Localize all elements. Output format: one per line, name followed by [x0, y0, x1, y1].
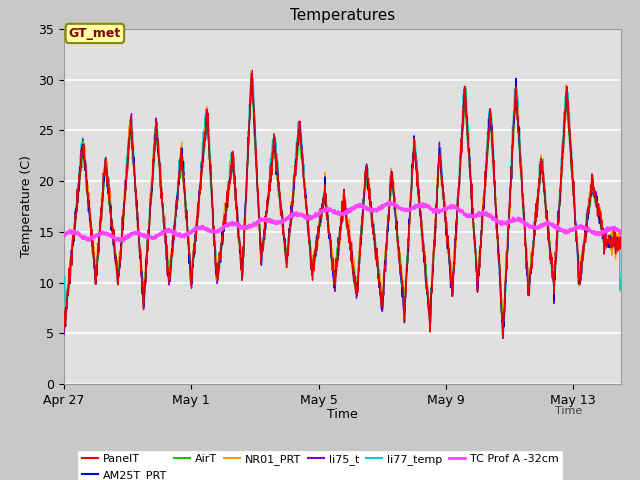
li75_t: [617, 237, 625, 243]
li77_temp: [291, 173, 298, 179]
AM25T_PRT: [248, 71, 255, 76]
AirT: [92, 274, 100, 279]
TC Prof A -32cm: [617, 229, 625, 235]
TC Prof A -32cm: [179, 232, 187, 238]
AM25T_PRT: [92, 278, 100, 284]
AM25T_PRT: [499, 335, 507, 340]
PanelT: [291, 171, 298, 177]
li75_t: [499, 336, 507, 341]
Line: li77_temp: li77_temp: [64, 79, 621, 320]
NR01_PRT: [287, 218, 295, 224]
Text: Time: Time: [555, 406, 582, 416]
li77_temp: [60, 277, 68, 283]
li75_t: [179, 161, 187, 167]
TC Prof A -32cm: [116, 238, 124, 244]
li77_temp: [269, 136, 276, 142]
li75_t: [60, 332, 68, 337]
Legend: PanelT, AM25T_PRT, AirT, NR01_PRT, li75_t, li77_temp, TC Prof A -32cm: PanelT, AM25T_PRT, AirT, NR01_PRT, li75_…: [77, 450, 563, 480]
AirT: [179, 168, 187, 173]
NR01_PRT: [269, 146, 276, 152]
NR01_PRT: [92, 268, 100, 274]
PanelT: [269, 156, 276, 162]
PanelT: [248, 71, 256, 77]
PanelT: [179, 167, 187, 173]
PanelT: [92, 281, 100, 287]
li77_temp: [249, 76, 257, 82]
li75_t: [291, 179, 298, 184]
PanelT: [617, 233, 625, 239]
Text: GT_met: GT_met: [68, 27, 121, 40]
PanelT: [287, 212, 295, 218]
PanelT: [499, 336, 507, 341]
li77_temp: [287, 208, 295, 214]
AM25T_PRT: [617, 240, 625, 245]
Title: Temperatures: Temperatures: [290, 9, 395, 24]
AirT: [248, 85, 255, 91]
TC Prof A -32cm: [441, 206, 449, 212]
PanelT: [440, 200, 448, 206]
Line: NR01_PRT: NR01_PRT: [64, 71, 621, 326]
NR01_PRT: [179, 163, 187, 169]
AirT: [291, 182, 298, 188]
AirT: [287, 212, 295, 218]
li77_temp: [440, 195, 448, 201]
Line: AM25T_PRT: AM25T_PRT: [64, 73, 621, 337]
Line: AirT: AirT: [64, 88, 621, 325]
PanelT: [60, 322, 68, 327]
NR01_PRT: [617, 235, 625, 240]
AirT: [499, 322, 507, 328]
AM25T_PRT: [291, 177, 298, 182]
li75_t: [92, 279, 100, 285]
Line: li75_t: li75_t: [64, 71, 621, 338]
Y-axis label: Temperature (C): Temperature (C): [20, 156, 33, 257]
li77_temp: [617, 276, 625, 282]
li75_t: [440, 199, 448, 204]
TC Prof A -32cm: [287, 213, 295, 218]
TC Prof A -32cm: [60, 232, 68, 238]
AM25T_PRT: [287, 213, 295, 218]
TC Prof A -32cm: [92, 233, 100, 239]
AM25T_PRT: [269, 149, 276, 155]
TC Prof A -32cm: [269, 218, 276, 224]
TC Prof A -32cm: [291, 212, 298, 218]
AirT: [617, 243, 625, 249]
AirT: [60, 322, 68, 328]
NR01_PRT: [440, 199, 448, 204]
li77_temp: [179, 155, 187, 160]
NR01_PRT: [291, 178, 298, 184]
X-axis label: Time: Time: [327, 408, 358, 421]
NR01_PRT: [248, 68, 255, 73]
NR01_PRT: [60, 316, 68, 322]
Line: TC Prof A -32cm: TC Prof A -32cm: [64, 202, 621, 241]
Line: PanelT: PanelT: [64, 74, 621, 338]
li75_t: [248, 68, 256, 73]
AM25T_PRT: [60, 324, 68, 330]
TC Prof A -32cm: [387, 199, 394, 205]
AM25T_PRT: [440, 204, 448, 209]
AirT: [269, 156, 276, 161]
li77_temp: [92, 268, 100, 274]
AirT: [440, 206, 448, 212]
AM25T_PRT: [179, 158, 187, 164]
li75_t: [287, 217, 295, 223]
NR01_PRT: [499, 323, 507, 329]
li75_t: [269, 148, 276, 154]
li77_temp: [499, 317, 506, 323]
